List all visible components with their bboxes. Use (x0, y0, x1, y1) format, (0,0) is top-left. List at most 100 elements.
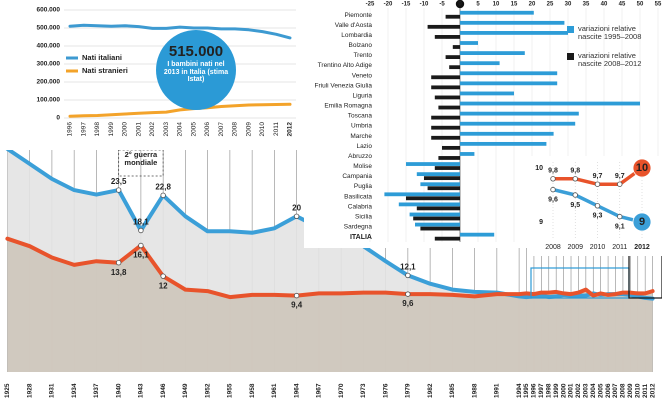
x-tick-label: 1998 (545, 383, 552, 398)
bar (460, 111, 579, 116)
bar (416, 206, 460, 211)
x-tick-label: 1973 (360, 383, 367, 398)
x-tick-label: 30 (565, 2, 572, 8)
x-tick-label: 1996 (67, 122, 74, 137)
bar (434, 236, 460, 241)
x-tick-label: 1961 (271, 383, 278, 398)
bar (438, 156, 460, 160)
y-tick-label: Sardegna (344, 224, 373, 231)
value-label: 22,8 (155, 182, 171, 191)
x-tick-label: 2002 (575, 383, 582, 398)
y-tick-label: Marche (350, 133, 372, 140)
x-tick-label: 1995 (523, 383, 530, 398)
bar (460, 61, 500, 66)
bar (460, 20, 565, 25)
x-tick-label: 2011 (273, 122, 280, 136)
x-tick-label: 15 (511, 2, 518, 8)
point (293, 213, 300, 219)
point (594, 181, 601, 187)
y-tick-label: Molise (353, 163, 372, 170)
point (617, 181, 623, 187)
value-label: 9 (639, 216, 645, 228)
x-tick-label: 1940 (115, 383, 122, 398)
x-tick-label: 2007 (612, 383, 619, 398)
value-label: 23,5 (111, 177, 127, 186)
point (632, 212, 652, 232)
line (68, 102, 292, 118)
x-tick-label: 2001 (568, 383, 575, 398)
x-tick-label: 2012 (287, 122, 294, 137)
x-tick-label: 2011 (612, 244, 627, 251)
value-label: 16,1 (133, 251, 149, 260)
x-tick-label: 50 (637, 2, 644, 8)
panel (0, 0, 304, 150)
x-tick-label: 1985 (449, 383, 456, 398)
x-tick-label: 2008 (545, 244, 561, 251)
legend-label: variazioni relative nascite 2008–2012 (578, 51, 642, 69)
x-tick-label: 35 (583, 2, 590, 8)
bar (384, 192, 460, 197)
x-tick-label: 1982 (427, 383, 434, 398)
value-label: 9,1 (615, 223, 625, 230)
y-tick-label: 300.000 (37, 61, 61, 68)
y-tick-label: Veneto (352, 72, 373, 79)
bar (460, 31, 568, 35)
legend-swatch (567, 26, 574, 33)
bar (431, 115, 460, 120)
y-tick-label: Toscana (348, 113, 373, 120)
y-tick-label: Lombardia (341, 32, 372, 39)
x-tick-label: 2009 (567, 244, 583, 251)
bar (431, 75, 460, 80)
x-tick-label: 2004 (177, 122, 184, 137)
annotation-box (118, 149, 164, 177)
x-tick-label: 45 (619, 2, 626, 8)
value-label: 9,4 (291, 301, 303, 310)
point (617, 213, 623, 220)
x-tick-label: 2012 (649, 383, 656, 398)
callout-text: I bambini nati nel 2013 in Italia (stima… (163, 61, 229, 84)
x-tick-label: 1928 (26, 383, 33, 398)
value-label: 9,8 (570, 168, 580, 175)
x-tick-label: 2009 (627, 383, 634, 398)
point (572, 192, 578, 198)
y-tick-label: Basilicata (344, 193, 372, 200)
zero-marker (455, 0, 465, 9)
y-tick-label: 100.000 (37, 97, 61, 104)
y-tick-label: Bolzano (349, 42, 373, 49)
point (550, 186, 556, 193)
point (293, 292, 300, 299)
y-tick-label: Campania (342, 173, 372, 180)
x-tick-label: 2004 (590, 383, 597, 398)
x-tick-label: 2010 (634, 383, 641, 398)
x-tick-label: 1937 (93, 383, 100, 398)
x-tick-label: 2008 (620, 383, 627, 398)
x-tick-label: 1946 (160, 383, 167, 398)
bar (434, 35, 460, 39)
x-tick-label: 1958 (249, 383, 256, 398)
bar (420, 182, 460, 187)
x-tick-label: 2003 (163, 122, 170, 137)
point (160, 192, 166, 199)
y-tick-label: 600.000 (37, 7, 61, 14)
bar (449, 65, 460, 70)
point (405, 272, 411, 279)
x-tick-label: 1955 (227, 383, 234, 398)
x-tick-label: 2011 (642, 384, 649, 398)
x-tick-label: 1998 (94, 122, 101, 137)
x-tick-label: 1931 (49, 383, 56, 398)
bar (452, 45, 460, 49)
x-tick-label: 2000 (122, 122, 129, 137)
bar (427, 24, 460, 29)
x-tick-label: 5 (476, 2, 480, 8)
x-tick-label: -25 (366, 2, 375, 8)
x-tick-label: 1979 (405, 383, 412, 398)
x-tick-label: 1976 (382, 383, 389, 398)
x-tick-label: 2003 (583, 383, 590, 398)
value-label: 12 (159, 281, 168, 290)
bar (460, 91, 514, 96)
x-tick-label: 1997 (538, 383, 545, 398)
x-tick-label: 2007 (218, 122, 225, 137)
value-label: 9,6 (402, 299, 414, 308)
bar (434, 95, 460, 100)
x-tick-label: 2012 (634, 244, 650, 251)
